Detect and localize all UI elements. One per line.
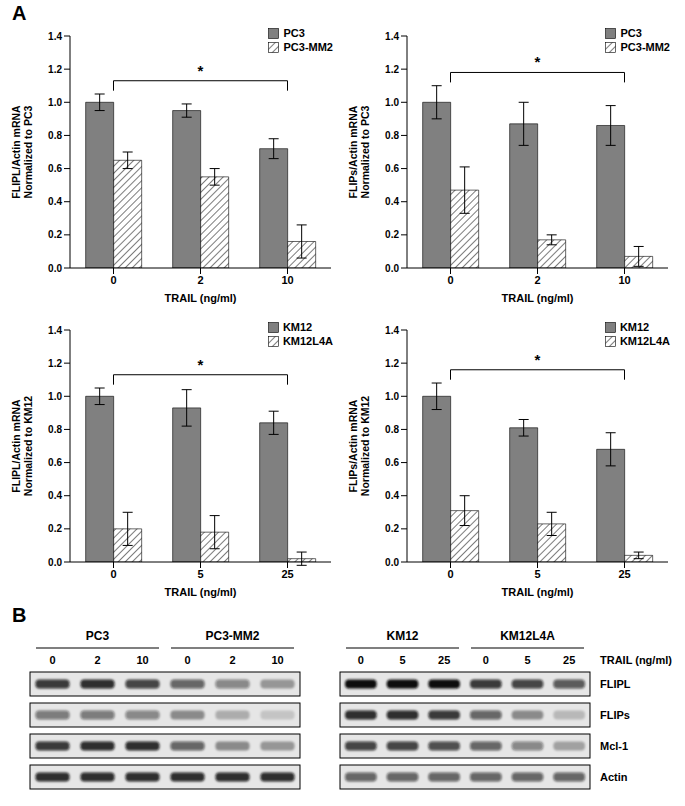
svg-text:0.0: 0.0 [385,263,399,274]
svg-text:0.4: 0.4 [385,196,399,207]
html-text:Normalized to PC3: Normalized to PC3 [22,105,34,199]
svg-text:TRAIL (ng/ml): TRAIL (ng/ml) [165,586,237,598]
svg-text:10: 10 [281,274,293,286]
html-text:A: A [12,2,27,24]
svg-text:1.2: 1.2 [48,358,62,369]
svg-text:TRAIL (ng/ml): TRAIL (ng/ml) [502,586,574,598]
svg-text:0.8: 0.8 [48,424,62,435]
svg-text:0.0: 0.0 [385,557,399,568]
svg-text:1.4: 1.4 [385,325,399,336]
svg-text:0.8: 0.8 [385,424,399,435]
svg-text:KM12: KM12 [386,629,418,643]
svg-text:0.8: 0.8 [48,130,62,141]
svg-text:2: 2 [197,274,203,286]
svg-text:25: 25 [281,568,293,580]
html-text:FLIPs/Actin mRNA: FLIPs/Actin mRNA [347,399,359,493]
svg-text:1.0: 1.0 [48,391,62,402]
html-text:FLIPs/Actin mRNA: FLIPs/Actin mRNA [347,105,359,199]
svg-text:0.6: 0.6 [48,457,62,468]
svg-text:0.4: 0.4 [48,196,62,207]
svg-text:10: 10 [618,274,630,286]
svg-text:5: 5 [197,568,203,580]
svg-text:TRAIL (ng/ml): TRAIL (ng/ml) [600,654,672,666]
svg-text:0: 0 [184,654,190,666]
svg-text:25: 25 [563,654,575,666]
svg-text:0.2: 0.2 [385,229,399,240]
svg-text:0: 0 [483,654,489,666]
svg-text:0.2: 0.2 [48,229,62,240]
html-text:KM12: KM12 [619,321,650,333]
html-text:KM12L4A: KM12L4A [282,335,333,347]
html-text:KM12L4A: KM12L4A [619,335,670,347]
svg-text:0.4: 0.4 [48,490,62,501]
svg-text:Mcl-1: Mcl-1 [600,740,628,752]
svg-text:FLIPL: FLIPL [600,678,631,690]
html-text:B: B [12,604,27,626]
html-text:KM12: KM12 [282,321,313,333]
svg-text:0: 0 [447,274,453,286]
svg-text:10: 10 [136,654,148,666]
svg-text:PC3: PC3 [86,629,110,643]
svg-text:25: 25 [618,568,630,580]
svg-text:0.8: 0.8 [385,130,399,141]
svg-text:0: 0 [447,568,453,580]
html-text:Normalized to KM12: Normalized to KM12 [22,395,34,497]
svg-text:0.2: 0.2 [385,523,399,534]
svg-text:5: 5 [524,654,530,666]
html-text:PC3-MM2: PC3-MM2 [620,41,670,53]
svg-text:2: 2 [534,274,540,286]
svg-text:10: 10 [271,654,283,666]
html-text:PC3: PC3 [620,27,642,39]
svg-text:2: 2 [229,654,235,666]
svg-text:*: * [198,356,204,373]
svg-text:0: 0 [110,274,116,286]
svg-text:5: 5 [399,654,405,666]
html-text:PC3-MM2: PC3-MM2 [283,41,333,53]
html-text:Normalized to KM12: Normalized to KM12 [359,395,371,497]
svg-text:1.0: 1.0 [385,97,399,108]
svg-text:1.2: 1.2 [48,64,62,75]
svg-text:*: * [535,53,541,70]
svg-text:*: * [535,351,541,368]
svg-text:2: 2 [94,654,100,666]
svg-text:TRAIL (ng/ml): TRAIL (ng/ml) [502,292,574,304]
svg-text:0.0: 0.0 [48,263,62,274]
svg-text:PC3-MM2: PC3-MM2 [205,629,259,643]
svg-text:FLIPs: FLIPs [600,709,630,721]
svg-text:0.6: 0.6 [385,457,399,468]
svg-text:1.4: 1.4 [48,31,62,42]
svg-text:*: * [198,62,204,79]
svg-text:0: 0 [49,654,55,666]
svg-text:0.0: 0.0 [48,557,62,568]
html-text:FLIPL/Actin mRNA: FLIPL/Actin mRNA [10,399,22,493]
svg-text:1.0: 1.0 [385,391,399,402]
svg-text:Actin: Actin [600,771,628,783]
svg-text:1.4: 1.4 [385,31,399,42]
html-text:Normalized to PC3: Normalized to PC3 [359,105,371,199]
svg-text:5: 5 [534,568,540,580]
svg-text:1.2: 1.2 [385,64,399,75]
svg-text:0.4: 0.4 [385,490,399,501]
svg-text:0: 0 [110,568,116,580]
svg-text:TRAIL (ng/ml): TRAIL (ng/ml) [165,292,237,304]
svg-text:1.0: 1.0 [48,97,62,108]
svg-text:0.6: 0.6 [385,163,399,174]
svg-text:0.2: 0.2 [48,523,62,534]
svg-text:0.6: 0.6 [48,163,62,174]
svg-text:25: 25 [438,654,450,666]
html-text:FLIPL/Actin mRNA: FLIPL/Actin mRNA [10,105,22,199]
svg-text:1.4: 1.4 [48,325,62,336]
html-text:PC3: PC3 [283,27,305,39]
svg-text:0: 0 [358,654,364,666]
svg-text:1.2: 1.2 [385,358,399,369]
svg-text:KM12L4A: KM12L4A [500,629,555,643]
